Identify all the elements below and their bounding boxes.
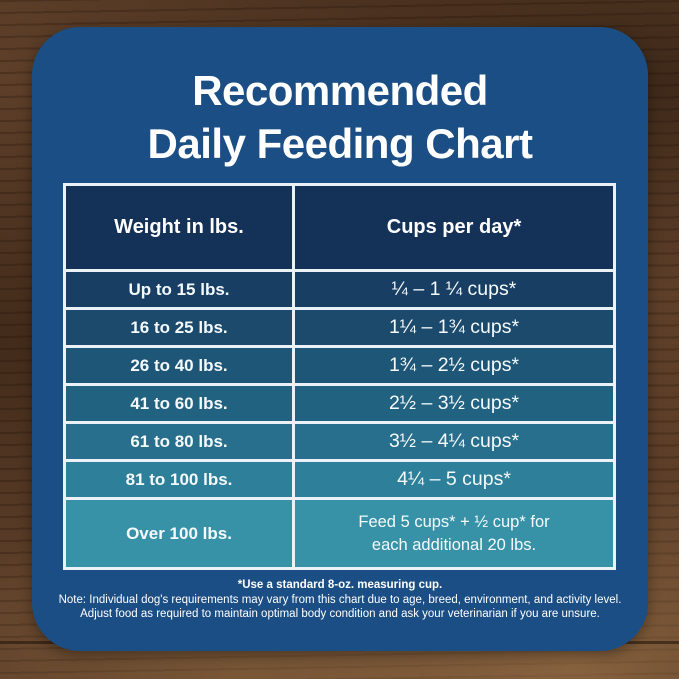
table-row: 61 to 80 lbs. 3½ – 4¼ cups* — [63, 421, 616, 462]
table-header-row: Weight in lbs. Cups per day* — [63, 183, 616, 272]
cups-cell: 1¼ – 1¾ cups* — [292, 307, 616, 348]
page-title: Recommended Daily Feeding Chart — [32, 65, 648, 170]
cups-cell: 4¼ – 5 cups* — [292, 459, 616, 500]
cups-cell-line-2: each additional 20 lbs. — [371, 535, 537, 554]
table-row: Over 100 lbs. Feed 5 cups* + ½ cup* for … — [63, 497, 616, 570]
cups-cell: Feed 5 cups* + ½ cup* for each additiona… — [292, 497, 616, 570]
footnotes: *Use a standard 8-oz. measuring cup. Not… — [44, 578, 636, 622]
footnote-note: Note: Individual dog's requirements may … — [58, 593, 622, 606]
table-row: 41 to 60 lbs. 2½ – 3½ cups* — [63, 383, 616, 424]
cups-cell: 2½ – 3½ cups* — [292, 383, 616, 424]
cups-cell: 3½ – 4¼ cups* — [292, 421, 616, 462]
title-line-2: Daily Feeding Chart — [147, 119, 533, 167]
cups-cell: ¼ – 1 ¼ cups* — [292, 269, 616, 310]
cups-cell: 1¾ – 2½ cups* — [292, 345, 616, 386]
weight-cell: Up to 15 lbs. — [63, 269, 295, 310]
table-row: 26 to 40 lbs. 1¾ – 2½ cups* — [63, 345, 616, 386]
table-row: 16 to 25 lbs. 1¼ – 1¾ cups* — [63, 307, 616, 348]
feeding-table: Weight in lbs. Cups per day* Up to 15 lb… — [63, 183, 616, 570]
weight-cell: 16 to 25 lbs. — [63, 307, 295, 348]
cups-cell-line-1: Feed 5 cups* + ½ cup* for — [358, 512, 550, 531]
column-header-cups: Cups per day* — [292, 183, 616, 272]
weight-cell: 41 to 60 lbs. — [63, 383, 295, 424]
weight-cell: 61 to 80 lbs. — [63, 421, 295, 462]
weight-cell: Over 100 lbs. — [63, 497, 295, 570]
feeding-chart-card: Recommended Daily Feeding Chart Weight i… — [32, 27, 648, 651]
footnote-measuring-cup: *Use a standard 8-oz. measuring cup. — [237, 579, 443, 591]
table-row: Up to 15 lbs. ¼ – 1 ¼ cups* — [63, 269, 616, 310]
title-line-1: Recommended — [192, 67, 488, 114]
column-header-weight: Weight in lbs. — [63, 183, 295, 272]
table-row: 81 to 100 lbs. 4¼ – 5 cups* — [63, 459, 616, 500]
weight-cell: 81 to 100 lbs. — [63, 459, 295, 500]
weight-cell: 26 to 40 lbs. — [63, 345, 295, 386]
footnote-adjust: Adjust food as required to maintain opti… — [80, 608, 600, 620]
